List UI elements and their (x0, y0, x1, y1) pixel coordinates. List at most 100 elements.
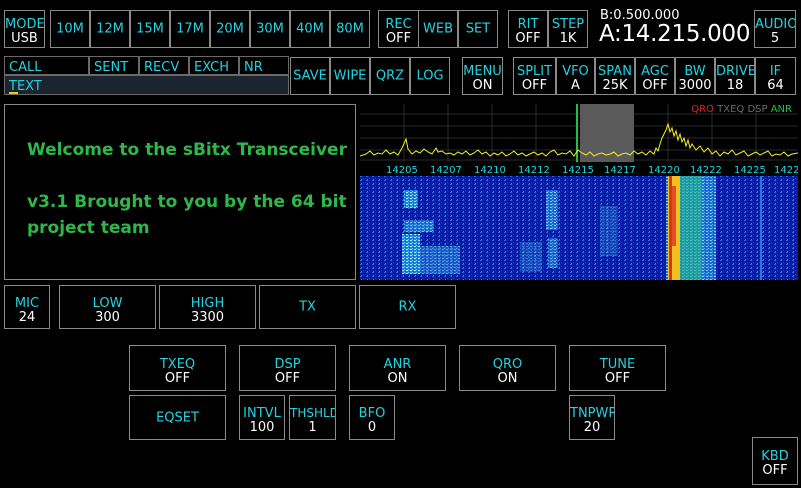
if-label: IF (769, 64, 782, 79)
wipe-button[interactable]: WIPE (330, 57, 370, 95)
mode-button[interactable]: MODE USB (4, 10, 45, 48)
waterfall-display[interactable] (360, 176, 798, 280)
bw-button[interactable]: BW 3000 (675, 57, 715, 95)
agc-value: OFF (642, 78, 668, 93)
sent-field[interactable]: SENT (89, 56, 139, 75)
kbd-label: KBD (761, 449, 789, 464)
band-10m-button[interactable]: 10M (50, 10, 90, 48)
vfo-a-display[interactable]: A:14.215.000 (599, 21, 751, 47)
rit-button[interactable]: RIT OFF (508, 10, 548, 48)
band-80m-button[interactable]: 80M (330, 10, 370, 48)
thshld-value: 1 (308, 420, 317, 435)
qrz-button[interactable]: QRZ (370, 57, 410, 95)
qro-indicator: QRO (691, 104, 714, 115)
call-label: CALL (9, 60, 42, 75)
menu-button[interactable]: MENU ON (462, 57, 503, 95)
band-20m-button[interactable]: 20M (210, 10, 250, 48)
freq-label: 14210 (474, 165, 506, 176)
vfo-value: A (571, 78, 580, 93)
mic-value: 24 (18, 310, 36, 325)
span-label: SPAN (598, 64, 632, 79)
step-value: 1K (559, 31, 577, 46)
high-value: 3300 (190, 310, 225, 325)
kbd-value: OFF (762, 463, 788, 478)
span-button[interactable]: SPAN 25K (595, 57, 635, 95)
kbd-button[interactable]: KBD OFF (752, 437, 798, 485)
split-button[interactable]: SPLIT OFF (513, 57, 556, 95)
tnpwr-button[interactable]: TNPWR 20 (569, 395, 615, 440)
eqset-button[interactable]: EQSET (129, 395, 226, 440)
rx-button[interactable]: RX (359, 285, 456, 329)
txeq-button[interactable]: TXEQ OFF (129, 345, 226, 391)
split-label: SPLIT (516, 64, 553, 79)
nr-field[interactable]: NR (239, 56, 289, 75)
band-40m-label: 40M (296, 21, 324, 37)
nr-label: NR (244, 60, 263, 75)
anr-value: ON (387, 371, 408, 386)
spectrum-trace (360, 122, 798, 157)
eqset-label: EQSET (156, 410, 199, 425)
rec-button[interactable]: REC OFF (378, 10, 419, 48)
exch-field[interactable]: EXCH (189, 56, 239, 75)
low-label: LOW (92, 296, 123, 311)
thshld-button[interactable]: THSHLD 1 (289, 395, 336, 440)
recv-field[interactable]: RECV (139, 56, 189, 75)
spectrum-display[interactable]: 14205 14207 14210 14212 14215 14217 1422… (360, 104, 798, 176)
freq-label: 14217 (604, 165, 636, 176)
dsp-label: DSP (274, 357, 301, 372)
tnpwr-value: 20 (583, 420, 601, 435)
low-button[interactable]: LOW 300 (59, 285, 156, 329)
web-button[interactable]: WEB (418, 10, 458, 48)
log-button[interactable]: LOG (410, 57, 450, 95)
freq-label: 14222 (690, 165, 722, 176)
drive-label: DRIVE (716, 64, 755, 79)
sent-label: SENT (94, 60, 129, 75)
freq-scale: 14205 14207 14210 14212 14215 14217 1422… (386, 165, 798, 176)
mode-value: USB (11, 31, 38, 46)
save-button[interactable]: SAVE (290, 57, 330, 95)
audio-value: 5 (770, 31, 780, 46)
qro-button[interactable]: QRO ON (459, 345, 556, 391)
dsp-indicator: DSP (747, 104, 768, 115)
drive-button[interactable]: DRIVE 18 (715, 57, 755, 95)
tune-button[interactable]: TUNE OFF (569, 345, 666, 391)
band-17m-label: 17M (176, 21, 204, 37)
audio-button[interactable]: AUDIO 5 (754, 10, 796, 48)
band-40m-button[interactable]: 40M (290, 10, 330, 48)
freq-label: 14212 (518, 165, 550, 176)
anr-button[interactable]: ANR ON (349, 345, 446, 391)
exch-label: EXCH (194, 60, 230, 75)
menu-label: MENU (463, 64, 502, 79)
save-label: SAVE (293, 68, 327, 84)
intvl-label: INTVL (243, 406, 281, 421)
text-input[interactable]: TEXT (4, 75, 289, 95)
tx-button[interactable]: TX (259, 285, 356, 329)
vfo-button[interactable]: VFO A (556, 57, 595, 95)
if-button[interactable]: IF 64 (755, 57, 796, 95)
band-17m-button[interactable]: 17M (170, 10, 210, 48)
menu-value: ON (472, 78, 493, 93)
text-cursor (9, 92, 18, 94)
band-12m-button[interactable]: 12M (90, 10, 130, 48)
agc-button[interactable]: AGC OFF (635, 57, 675, 95)
anr-label: ANR (383, 357, 412, 372)
freq-label: 14205 (386, 165, 418, 176)
bw-label: BW (684, 64, 706, 79)
call-field[interactable]: CALL (4, 56, 89, 75)
high-button[interactable]: HIGH 3300 (159, 285, 256, 329)
band-30m-button[interactable]: 30M (250, 10, 290, 48)
bfo-button[interactable]: BFO 0 (349, 395, 395, 440)
vfo-b-display: B:0.500.000 (600, 8, 680, 23)
set-button[interactable]: SET (458, 10, 498, 48)
tx-label: TX (299, 299, 316, 315)
dsp-value: OFF (274, 371, 301, 386)
mic-button[interactable]: MIC 24 (4, 285, 50, 329)
vfo-label: VFO (562, 64, 589, 79)
band-80m-label: 80M (336, 21, 364, 37)
dsp-button[interactable]: DSP OFF (239, 345, 336, 391)
intvl-button[interactable]: INTVL 100 (239, 395, 285, 440)
band-15m-button[interactable]: 15M (130, 10, 170, 48)
rx-label: RX (398, 299, 417, 315)
step-button[interactable]: STEP 1K (548, 10, 588, 48)
txeq-label: TXEQ (159, 357, 196, 372)
